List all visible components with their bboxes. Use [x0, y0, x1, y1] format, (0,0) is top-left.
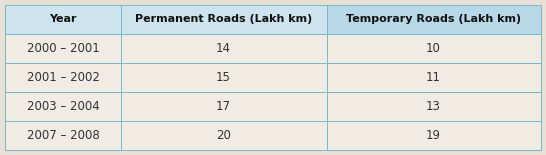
Bar [121, 5, 327, 34]
Text: 14: 14 [216, 42, 231, 55]
Bar [5, 121, 121, 150]
Text: Permanent Roads (Lakh km): Permanent Roads (Lakh km) [135, 14, 312, 24]
Bar [5, 92, 121, 121]
Text: 17: 17 [216, 100, 231, 113]
Bar [121, 92, 327, 121]
Text: 2007 – 2008: 2007 – 2008 [27, 129, 99, 142]
Bar [327, 63, 541, 92]
Text: 2001 – 2002: 2001 – 2002 [27, 71, 99, 84]
Bar [5, 5, 121, 34]
Text: 2000 – 2001: 2000 – 2001 [27, 42, 99, 55]
Bar [327, 121, 541, 150]
Bar [5, 34, 121, 63]
Text: 15: 15 [216, 71, 231, 84]
Bar [327, 92, 541, 121]
Text: Temporary Roads (Lakh km): Temporary Roads (Lakh km) [346, 14, 521, 24]
Text: Year: Year [49, 14, 77, 24]
Bar [121, 121, 327, 150]
Bar [327, 34, 541, 63]
Text: 19: 19 [426, 129, 441, 142]
Bar [121, 63, 327, 92]
Bar [327, 5, 541, 34]
Text: 11: 11 [426, 71, 441, 84]
Bar [121, 34, 327, 63]
Bar [5, 63, 121, 92]
Text: 20: 20 [216, 129, 231, 142]
Text: 10: 10 [426, 42, 441, 55]
Text: 13: 13 [426, 100, 441, 113]
Text: 2003 – 2004: 2003 – 2004 [27, 100, 99, 113]
